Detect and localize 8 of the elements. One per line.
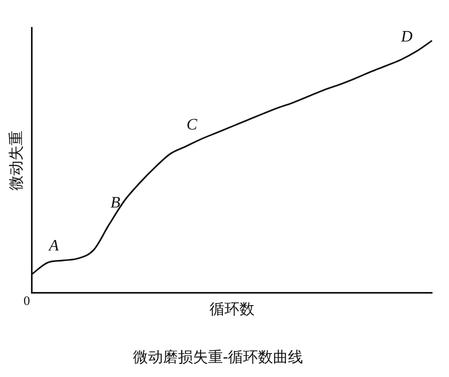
annotation: D xyxy=(400,28,414,46)
text: 0 xyxy=(24,292,30,308)
y-axis-title: 微动失重 xyxy=(6,130,25,190)
annotation: B xyxy=(110,194,121,212)
text: 微动磨损失重-循环数曲线 xyxy=(132,348,304,366)
x-axis-title: 循环数 xyxy=(210,300,254,318)
annotation: A xyxy=(48,238,59,255)
annotation: C xyxy=(186,116,198,134)
